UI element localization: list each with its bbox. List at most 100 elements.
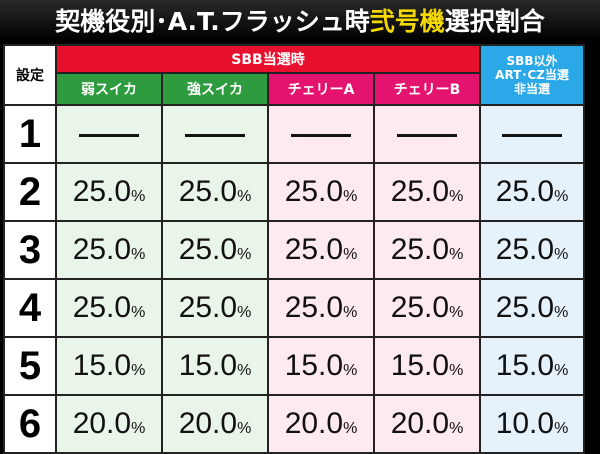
rate-number: 25.0 [178, 175, 238, 208]
percent-unit: % [449, 304, 464, 321]
rate-number: 25.0 [178, 233, 238, 266]
title-part3: 選択割合 [444, 7, 545, 36]
rate-cell: 25.0% [55, 278, 163, 338]
rate-cell: 20.0% [55, 394, 163, 454]
rate-value: 20.0% [73, 407, 146, 440]
rate-cell: 15.0% [267, 336, 375, 396]
rate-cell: 25.0% [55, 220, 163, 280]
rate-cell: 25.0% [267, 278, 375, 338]
percent-unit: % [343, 188, 358, 205]
rate-cell: 15.0% [55, 336, 163, 396]
percent-unit: % [237, 362, 252, 379]
rate-value: 15.0% [285, 349, 358, 382]
setting-label: 4 [3, 278, 57, 338]
rate-value: 15.0% [496, 349, 569, 382]
rate-cell: 25.0% [479, 162, 585, 222]
rate-cell: 25.0% [373, 220, 481, 280]
rate-value: 25.0% [496, 175, 569, 208]
table-row: 6 20.0% 20.0% 20.0% 20.0% 10.0% [3, 394, 585, 454]
rate-cell [55, 104, 163, 164]
rate-cell [373, 104, 481, 164]
rate-number: 25.0 [495, 175, 555, 208]
rate-number: 25.0 [284, 233, 344, 266]
rate-cell: 25.0% [161, 220, 269, 280]
sbb-group-header: SBB当選時 [55, 44, 481, 74]
table-row: 5 15.0% 15.0% 15.0% 15.0% 15.0% [3, 336, 585, 396]
rate-value: 25.0% [496, 291, 569, 324]
percent-unit: % [131, 304, 146, 321]
rate-cell: 25.0% [161, 162, 269, 222]
rate-cell: 15.0% [161, 336, 269, 396]
percent-unit: % [237, 304, 252, 321]
setting-column-header: 設定 [3, 44, 57, 106]
percent-unit: % [554, 246, 569, 263]
rate-value: 15.0% [391, 349, 464, 382]
dash-mark [291, 133, 351, 137]
rate-value: 25.0% [285, 233, 358, 266]
rate-value: 25.0% [179, 175, 252, 208]
percent-unit: % [131, 362, 146, 379]
sub-header-cherry-b: チェリーB [373, 72, 481, 106]
rate-number: 25.0 [178, 291, 238, 324]
percent-unit: % [554, 362, 569, 379]
setting-label: 1 [3, 104, 57, 164]
rate-value: 25.0% [73, 291, 146, 324]
percent-unit: % [343, 304, 358, 321]
rate-value: 25.0% [73, 175, 146, 208]
percent-unit: % [343, 246, 358, 263]
rate-number: 25.0 [495, 291, 555, 324]
percent-unit: % [131, 188, 146, 205]
rate-cell [479, 104, 585, 164]
percent-unit: % [237, 246, 252, 263]
table-row: 2 25.0% 25.0% 25.0% 25.0% 25.0% [3, 162, 585, 222]
rate-value: 20.0% [285, 407, 358, 440]
rate-value: 25.0% [391, 291, 464, 324]
rate-number: 25.0 [284, 175, 344, 208]
setting-label: 6 [3, 394, 57, 454]
sub-header-strong-suika: 強スイカ [161, 72, 269, 106]
selection-rate-table: 設定 SBB当選時 SBB以外 ART･CZ当選 非当選 弱スイカ 強スイカ チ… [3, 44, 585, 454]
rate-value: 15.0% [179, 349, 252, 382]
rate-number: 25.0 [495, 233, 555, 266]
percent-unit: % [131, 246, 146, 263]
rate-cell [267, 104, 375, 164]
sub-header-weak-suika: 弱スイカ [55, 72, 163, 106]
other-header-line2: ART･CZ当選 [495, 68, 569, 82]
rate-cell: 10.0% [479, 394, 585, 454]
rate-number: 20.0 [72, 407, 132, 440]
rate-value: 25.0% [285, 175, 358, 208]
rate-number: 15.0 [178, 349, 238, 382]
page-title: 契機役別･A.T.フラッシュ時 弐号機 選択割合 [0, 0, 600, 40]
title-highlight: 弐号機 [369, 7, 445, 36]
rate-number: 25.0 [72, 233, 132, 266]
percent-unit: % [449, 420, 464, 437]
percent-unit: % [237, 420, 252, 437]
percent-unit: % [131, 420, 146, 437]
percent-unit: % [554, 304, 569, 321]
rate-cell: 20.0% [161, 394, 269, 454]
rate-cell: 20.0% [373, 394, 481, 454]
percent-unit: % [449, 362, 464, 379]
rate-number: 20.0 [284, 407, 344, 440]
setting-label: 2 [3, 162, 57, 222]
rate-number: 25.0 [390, 291, 450, 324]
rate-cell: 25.0% [373, 278, 481, 338]
rate-number: 25.0 [390, 233, 450, 266]
percent-unit: % [343, 420, 358, 437]
table-row: 4 25.0% 25.0% 25.0% 25.0% 25.0% [3, 278, 585, 338]
setting-label: 3 [3, 220, 57, 280]
rate-value: 20.0% [391, 407, 464, 440]
rate-number: 25.0 [390, 175, 450, 208]
rate-number: 25.0 [284, 291, 344, 324]
rate-value: 25.0% [179, 233, 252, 266]
title-part1: 契機役別･A.T.フラッシュ時 [55, 7, 370, 36]
dash-mark [502, 133, 562, 137]
rate-cell: 15.0% [373, 336, 481, 396]
rate-cell [161, 104, 269, 164]
rate-number: 15.0 [284, 349, 344, 382]
rate-cell: 25.0% [267, 162, 375, 222]
dash-mark [185, 133, 245, 137]
rate-number: 15.0 [495, 349, 555, 382]
rate-cell: 25.0% [55, 162, 163, 222]
